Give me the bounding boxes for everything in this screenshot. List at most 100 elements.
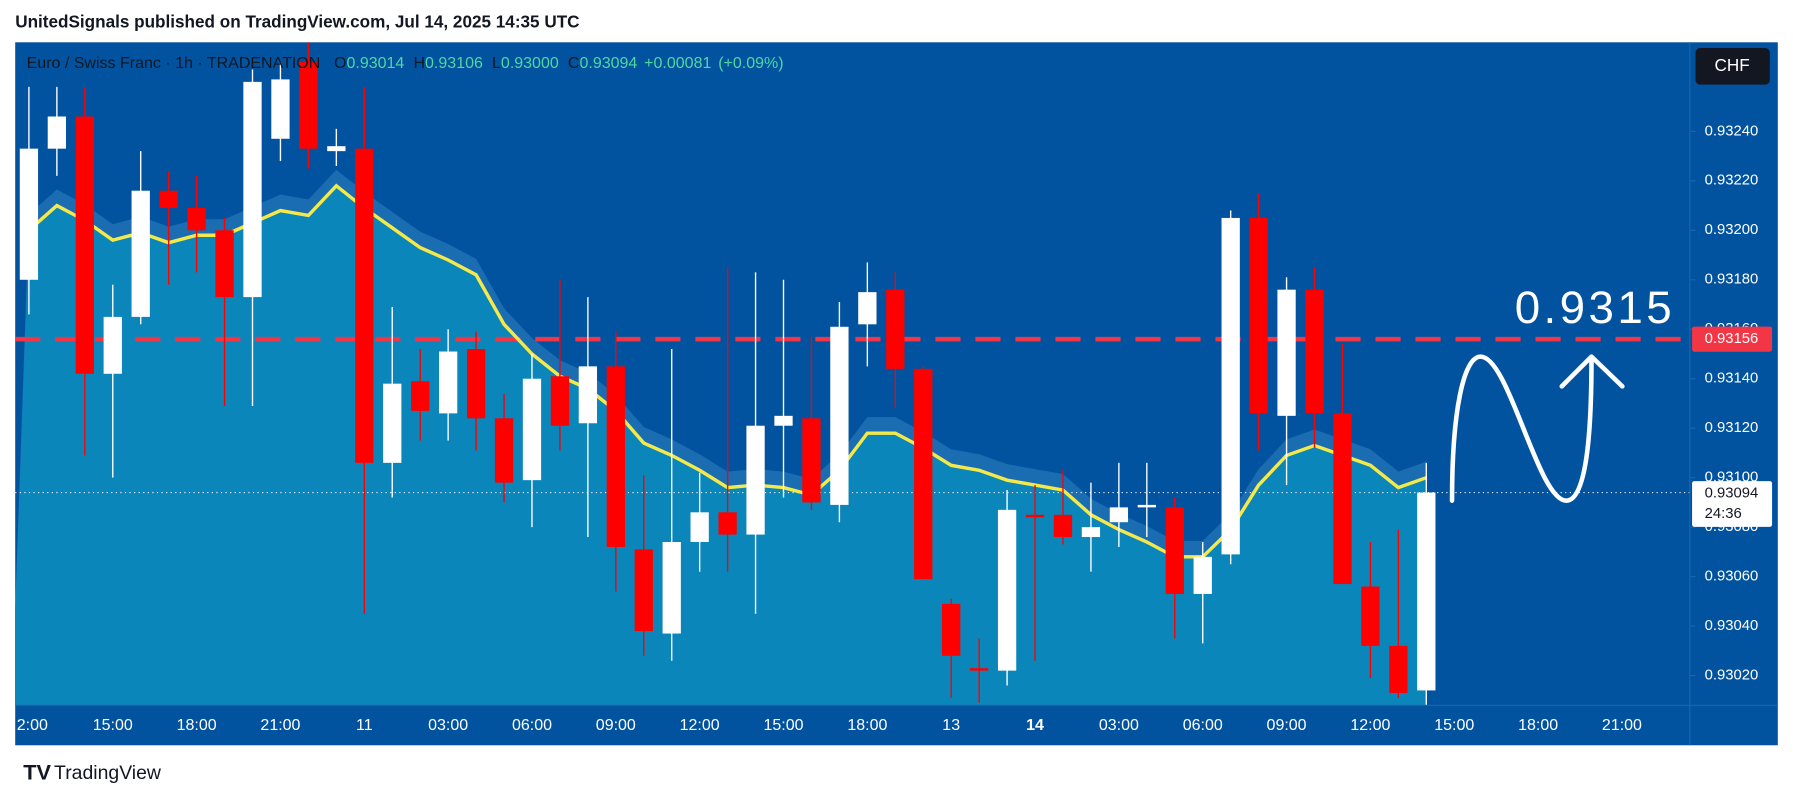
candle-body: [1277, 289, 1296, 416]
candle-body: [187, 208, 206, 231]
level-label: 0.93156: [1705, 331, 1759, 347]
y-tick-label: 0.93220: [1705, 173, 1759, 189]
x-tick-label: 13: [942, 717, 960, 734]
candle-body: [383, 383, 402, 463]
annotation: 0.9315: [1515, 282, 1675, 333]
candle-body: [438, 351, 458, 414]
publisher: UnitedSignals published on TradingView.c…: [15, 11, 579, 31]
candle-body: [634, 549, 653, 632]
candle-body: [1249, 217, 1268, 414]
candle-body: [159, 190, 178, 209]
x-tick-label: 12:00: [1350, 717, 1390, 734]
candle-body: [19, 148, 39, 280]
x-tick-label: 09:00: [596, 717, 636, 734]
legend-value: 0.93094: [579, 55, 637, 72]
x-tick-label: 11: [356, 717, 373, 734]
forecast-arrow: [1449, 354, 1625, 503]
y-tick-label: 0.93140: [1705, 371, 1759, 387]
candle-body: [466, 349, 486, 419]
candle-body: [494, 418, 514, 483]
candle-body: [522, 378, 542, 481]
candle-body: [1137, 504, 1156, 508]
candle-body: [774, 415, 793, 426]
y-tick-label: 0.93200: [1705, 222, 1759, 238]
candle-body: [830, 326, 849, 505]
candle-body: [131, 190, 150, 317]
y-tick-label: 0.93120: [1705, 420, 1759, 436]
candle-body: [1165, 507, 1184, 594]
x-tick-label: 2:00: [17, 717, 48, 734]
candle-body: [886, 289, 905, 369]
x-tick-label: 21:00: [1602, 717, 1642, 734]
symbol: Euro / Swiss Franc · 1h · TRADENATION: [27, 55, 321, 72]
candle-body: [662, 541, 681, 634]
x-tick-label: 18:00: [847, 717, 887, 734]
x-tick-label: 15:00: [1434, 717, 1474, 734]
candle-body: [578, 366, 598, 424]
x-tick-label: 21:00: [260, 717, 300, 734]
x-tick-label: 09:00: [1267, 717, 1307, 734]
candle-body: [1025, 514, 1045, 518]
candle-body: [243, 81, 262, 298]
candle-body: [1053, 514, 1073, 538]
x-tick-label: 14: [1026, 717, 1044, 734]
candle-body: [550, 376, 570, 426]
candle-body: [942, 603, 961, 656]
candle-body: [746, 425, 765, 535]
y-tick-label: 0.93060: [1705, 569, 1759, 585]
last-price-label-bg: [1692, 481, 1773, 527]
candle-body: [1193, 556, 1212, 594]
legend-value: 0.93000: [501, 55, 559, 72]
legend-letter: O: [334, 55, 346, 72]
level-label-bg: [1692, 326, 1773, 352]
legend: Euro / Swiss Franc · 1h · TRADENATION O0.…: [27, 55, 784, 72]
x-tick-label: 06:00: [1183, 717, 1223, 734]
candle-body: [802, 418, 821, 503]
candle-body: [271, 79, 290, 139]
candle-body: [718, 512, 737, 535]
candle-body: [606, 366, 625, 547]
change-pct: (+0.09%): [718, 55, 783, 72]
candle-body: [969, 668, 989, 671]
x-tick-label: 18:00: [1518, 717, 1558, 734]
candle-body: [411, 381, 430, 411]
candle-body: [858, 292, 877, 325]
x-tick-label: 12:00: [680, 717, 720, 734]
candle-body: [1081, 527, 1101, 538]
legend-letter: C: [568, 55, 580, 72]
last-price-label: 0.93094: [1705, 486, 1759, 502]
x-tick-label: 03:00: [428, 717, 468, 734]
candle-body: [914, 368, 933, 580]
candle-body: [997, 509, 1017, 671]
candle-body: [1417, 492, 1436, 691]
candle-body: [690, 512, 709, 542]
change: +0.00081: [644, 55, 711, 72]
x-tick-label: 15:00: [93, 717, 133, 734]
x-tick-label: 03:00: [1099, 717, 1139, 734]
candle-body: [1109, 507, 1129, 523]
y-tick-label: 0.93180: [1705, 272, 1759, 288]
x-tick-label: 18:00: [177, 717, 217, 734]
legend-letter: H: [413, 55, 425, 72]
candle-body: [1361, 586, 1380, 646]
candle-body: [47, 116, 67, 149]
candle-body: [75, 116, 94, 374]
overlay: 2:00 15:00 18:00 21:00 11 03:00 06:00 09:00 12:0…: [17, 48, 1773, 734]
legend-value: 0.93014: [346, 55, 404, 72]
countdown: 24:36: [1705, 506, 1742, 522]
candle-body: [1389, 645, 1408, 693]
logo: TV: [23, 760, 51, 785]
currency-badge: [1695, 48, 1770, 85]
candle-body: [299, 62, 318, 149]
candle-body: [1221, 217, 1240, 555]
x-tick-label: 06:00: [512, 717, 552, 734]
candle-body: [215, 230, 234, 298]
candle-body: [103, 316, 122, 374]
x-tick-label: 15:00: [763, 717, 803, 734]
candle-body: [1333, 413, 1352, 585]
candle-body: [327, 146, 346, 152]
y-tick-label: 0.93040: [1705, 618, 1759, 634]
legend-value: 0.93106: [425, 55, 483, 72]
